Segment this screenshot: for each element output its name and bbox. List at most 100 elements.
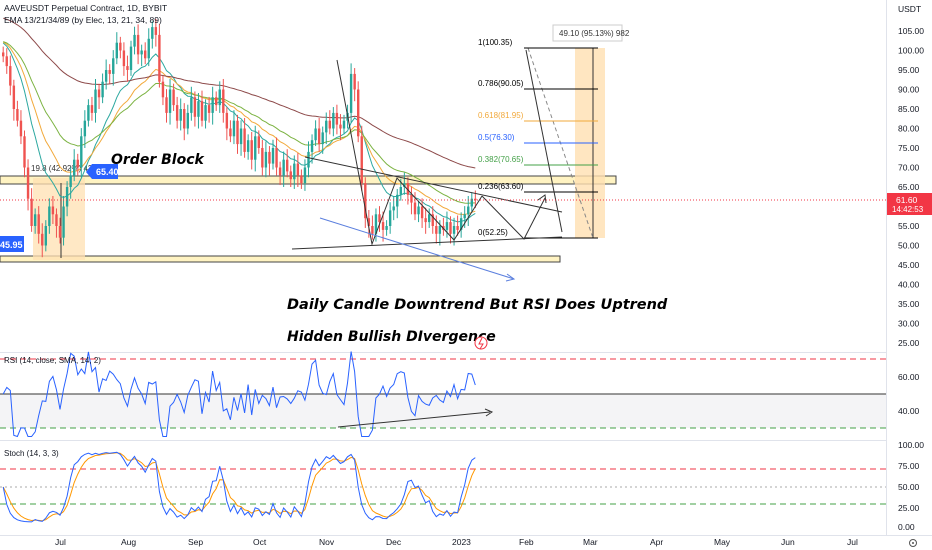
- candle-body[interactable]: [342, 120, 346, 129]
- candle-body[interactable]: [62, 206, 65, 238]
- candle-body[interactable]: [9, 66, 12, 86]
- candle-body[interactable]: [435, 226, 438, 234]
- candle-body[interactable]: [406, 183, 410, 195]
- candle-body[interactable]: [158, 34, 161, 82]
- candle-body[interactable]: [33, 214, 37, 226]
- candle-body[interactable]: [140, 50, 143, 55]
- candle-body[interactable]: [325, 120, 328, 133]
- candle-body[interactable]: [44, 226, 47, 246]
- candle-body[interactable]: [392, 206, 395, 211]
- candle-body[interactable]: [367, 218, 371, 226]
- candle-body[interactable]: [76, 159, 79, 168]
- candle-body[interactable]: [112, 58, 115, 74]
- candle-body[interactable]: [204, 105, 207, 121]
- candle-body[interactable]: [317, 128, 321, 145]
- candle-body[interactable]: [236, 120, 239, 145]
- candle-body[interactable]: [83, 120, 87, 137]
- candle-body[interactable]: [257, 136, 260, 148]
- candle-body[interactable]: [197, 101, 200, 117]
- candle-body[interactable]: [115, 42, 118, 59]
- candle-body[interactable]: [151, 27, 154, 39]
- candle-body[interactable]: [161, 81, 165, 98]
- candle-body[interactable]: [179, 109, 182, 121]
- candle-body[interactable]: [474, 198, 477, 201]
- candle-body[interactable]: [445, 222, 449, 230]
- candle-body[interactable]: [225, 112, 229, 129]
- candle-body[interactable]: [190, 97, 193, 113]
- candle-body[interactable]: [378, 214, 381, 223]
- candle-body[interactable]: [428, 214, 431, 223]
- range-box[interactable]: [33, 178, 85, 260]
- candle-body[interactable]: [307, 151, 310, 168]
- candle-body[interactable]: [335, 112, 339, 125]
- candle-body[interactable]: [129, 46, 133, 70]
- candle-body[interactable]: [48, 206, 51, 227]
- candle-body[interactable]: [5, 56, 8, 67]
- candle-body[interactable]: [133, 34, 136, 47]
- lightning-icon[interactable]: [474, 336, 488, 350]
- current-price-badge[interactable]: 61.60 14:42:53: [887, 193, 932, 215]
- candle-body[interactable]: [357, 89, 360, 137]
- candle-body[interactable]: [243, 128, 246, 152]
- candle-body[interactable]: [87, 105, 90, 121]
- candle-body[interactable]: [261, 148, 264, 168]
- candle-body[interactable]: [410, 194, 413, 203]
- candle-body[interactable]: [23, 136, 26, 168]
- badge-high[interactable]: 65.40: [86, 164, 119, 179]
- candle-body[interactable]: [37, 214, 40, 234]
- candle-body[interactable]: [104, 70, 108, 82]
- candle-body[interactable]: [420, 206, 424, 219]
- candle-body[interactable]: [328, 120, 331, 129]
- candle-body[interactable]: [222, 89, 225, 113]
- candle-body[interactable]: [186, 112, 189, 129]
- candle-body[interactable]: [73, 159, 76, 176]
- candle-body[interactable]: [51, 206, 55, 215]
- candle-body[interactable]: [303, 167, 307, 184]
- candle-body[interactable]: [353, 73, 356, 90]
- time-axis[interactable]: Jul Aug Sep Oct Nov Dec 2023 Feb Mar Apr May Jun Jul: [55, 537, 858, 547]
- candle-body[interactable]: [12, 85, 16, 109]
- candle-body[interactable]: [282, 159, 285, 176]
- candle-body[interactable]: [413, 202, 417, 215]
- candle-body[interactable]: [459, 218, 463, 230]
- fib-retracement[interactable]: 1(100.35) 0.786(90.05) 0.618(81.95) 0.5(76.…: [478, 38, 598, 239]
- candle-body[interactable]: [310, 140, 314, 152]
- candle-body[interactable]: [431, 214, 434, 226]
- candle-body[interactable]: [403, 183, 406, 187]
- stoch-k-line[interactable]: [2, 451, 476, 523]
- candle-body[interactable]: [122, 50, 126, 67]
- candle-body[interactable]: [470, 198, 473, 207]
- candle-body[interactable]: [463, 214, 466, 219]
- settings-gear-icon[interactable]: [909, 539, 917, 547]
- candle-body[interactable]: [147, 38, 150, 59]
- candle-body[interactable]: [385, 226, 388, 230]
- candle-body[interactable]: [296, 163, 300, 176]
- candle-body[interactable]: [250, 140, 253, 160]
- candle-body[interactable]: [2, 52, 5, 57]
- candle-body[interactable]: [289, 171, 292, 180]
- candle-body[interactable]: [172, 89, 175, 106]
- candle-body[interactable]: [438, 226, 442, 234]
- candle-body[interactable]: [26, 167, 30, 199]
- candle-body[interactable]: [168, 89, 172, 113]
- candle-body[interactable]: [211, 97, 214, 113]
- candle-body[interactable]: [278, 167, 282, 176]
- candle-body[interactable]: [229, 128, 232, 137]
- candle-body[interactable]: [456, 226, 459, 230]
- candle-body[interactable]: [339, 124, 342, 129]
- candle-body[interactable]: [275, 148, 278, 168]
- candle-body[interactable]: [215, 97, 218, 106]
- candle-body[interactable]: [69, 175, 72, 187]
- candle-body[interactable]: [97, 89, 101, 98]
- candle-body[interactable]: [207, 105, 211, 113]
- projection-drawing-2[interactable]: [525, 49, 563, 233]
- candle-body[interactable]: [94, 89, 97, 113]
- candle-body[interactable]: [424, 218, 427, 223]
- candle-body[interactable]: [165, 97, 168, 113]
- candle-body[interactable]: [144, 50, 147, 59]
- candle-body[interactable]: [268, 151, 271, 164]
- candle-body[interactable]: [108, 70, 111, 74]
- candle-body[interactable]: [321, 132, 324, 145]
- candle-body[interactable]: [293, 163, 296, 180]
